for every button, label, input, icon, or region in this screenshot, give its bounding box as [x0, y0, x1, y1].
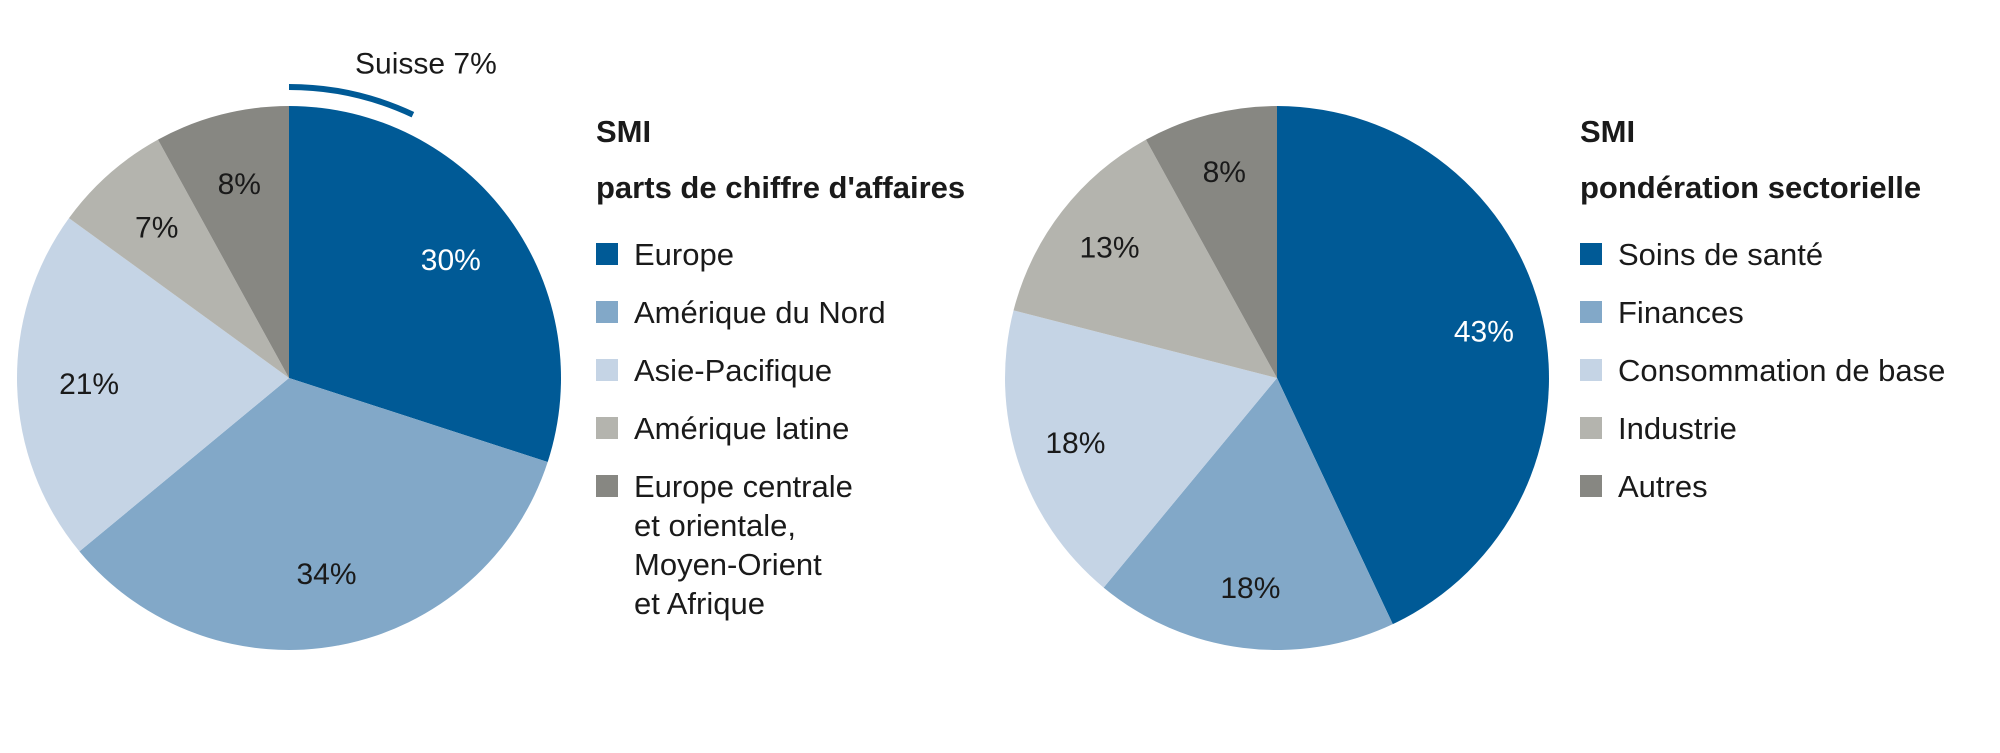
pie-slice-2 [17, 218, 289, 552]
slice-value-label-3: 13% [1079, 232, 1139, 265]
legend-item-0: Soins de santé [1580, 235, 1945, 274]
pie-slice-3 [1013, 139, 1277, 378]
slice-value-label-4: 8% [218, 168, 261, 201]
legend-item-2: Asie-Pacifique [596, 351, 965, 390]
pie-slice-3 [68, 139, 289, 378]
slice-value-label-4: 8% [1203, 156, 1246, 189]
legend-item-2: Consommation de base [1580, 351, 1945, 390]
legend-item-4: Europe centrale et orientale, Moyen-Orie… [596, 467, 965, 623]
slice-value-label-0: 30% [421, 244, 481, 277]
legend-label: Autres [1618, 469, 1708, 504]
pie-slice-1 [79, 378, 548, 651]
slice-value-label-2: 21% [59, 368, 119, 401]
legend-item-1: Finances [1580, 293, 1945, 332]
pie-chart-sector-weighting: 43% 18% 18% 13% 8% [1005, 106, 1549, 650]
slice-value-label-1: 34% [296, 558, 356, 591]
slice-value-label-0: 43% [1454, 315, 1514, 348]
legend-swatch [596, 417, 618, 439]
legend-item-0: Europe [596, 235, 965, 274]
chart-subtitle: parts de chiffre d'affaires [596, 170, 966, 205]
legend-swatch [596, 243, 618, 265]
pie-slice-0 [1277, 106, 1549, 625]
legend-item-3: Industrie [1580, 409, 1945, 448]
pie-slice-4 [1145, 106, 1277, 378]
slice-value-label-3: 7% [135, 212, 178, 245]
legend-item-3: Amérique latine [596, 409, 965, 448]
pie-slice-2 [1005, 310, 1277, 588]
chart-title: SMI [1580, 114, 1636, 149]
legend-sector-weighting: SMI pondération sectorielle Soins de san… [1580, 104, 1945, 506]
pie-slice-0 [289, 106, 562, 463]
annotation-arc [288, 84, 415, 118]
legend-swatch [1580, 243, 1602, 265]
legend-label: Europe centrale et orientale, Moyen-Orie… [634, 469, 853, 621]
legend-swatch [1580, 417, 1602, 439]
legend-swatch [596, 475, 618, 497]
legend-item-4: Autres [1580, 467, 1945, 506]
pie-slice-4 [157, 106, 289, 378]
legend-label: Soins de santé [1618, 237, 1824, 272]
chart-subtitle: pondération sectorielle [1580, 170, 1922, 205]
legend-sales-by-region: SMI parts de chiffre d'affaires Europe Am… [596, 104, 965, 623]
legend-label: Europe [634, 237, 734, 272]
legend-label: Amérique du Nord [634, 295, 886, 330]
legend-item-1: Amérique du Nord [596, 293, 965, 332]
legend-label: Amérique latine [634, 411, 850, 446]
annotation-label: Suisse 7% [355, 48, 497, 81]
pie-slice-1 [1103, 378, 1393, 650]
legend-swatch [596, 359, 618, 381]
legend-label: Industrie [1618, 411, 1737, 446]
chart-title: SMI [596, 114, 652, 149]
legend-swatch [596, 301, 618, 323]
legend-swatch [1580, 301, 1602, 323]
legend-label: Consommation de base [1618, 353, 1946, 388]
slice-value-label-1: 18% [1220, 572, 1280, 605]
legend-label: Finances [1618, 295, 1744, 330]
legend-label: Asie-Pacifique [634, 353, 833, 388]
pie-chart-sales-by-region: 30% 34% 21% 7% 8% Suisse 7% [17, 48, 562, 651]
slice-value-label-2: 18% [1045, 427, 1105, 460]
legend-swatch [1580, 359, 1602, 381]
legend-swatch [1580, 475, 1602, 497]
